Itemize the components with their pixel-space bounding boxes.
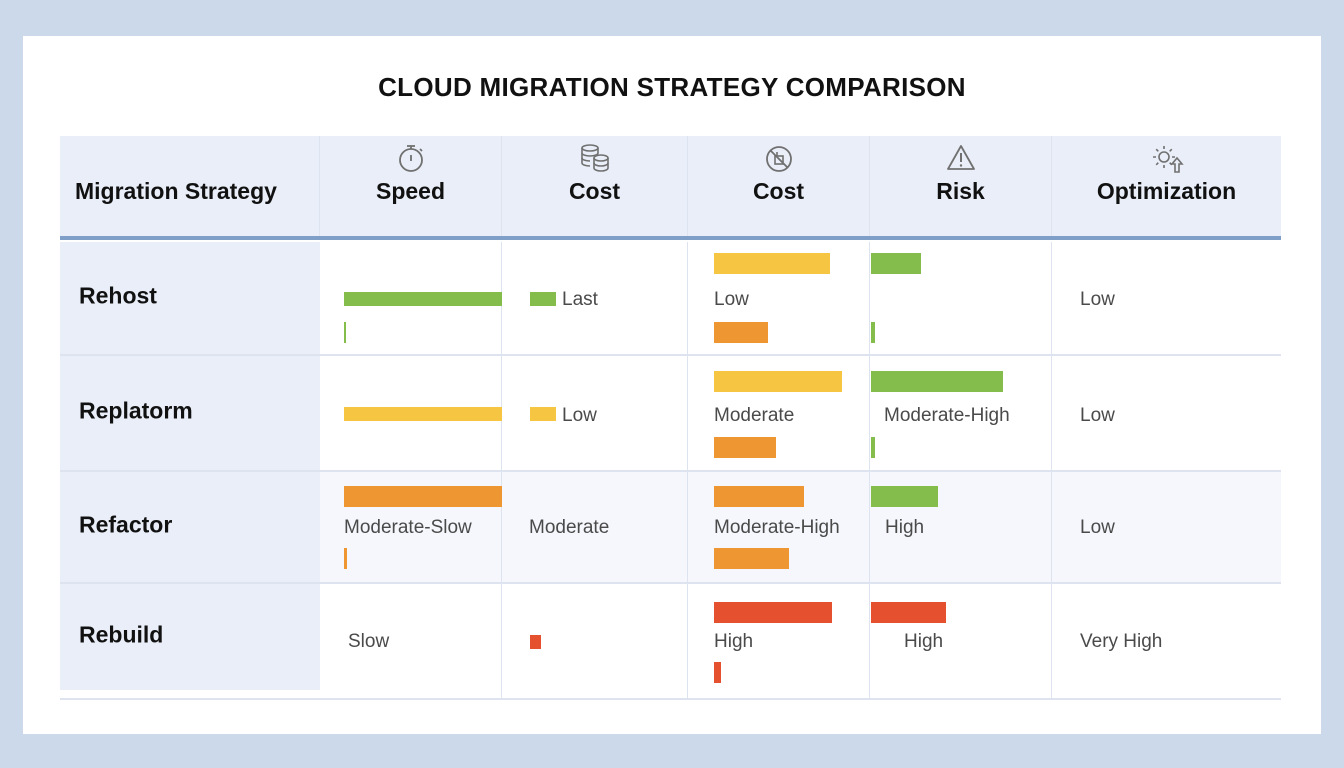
strategy-name: Rehost — [79, 282, 157, 309]
warning-icon — [946, 145, 975, 170]
table-header: Migration Strategy Speed — [60, 136, 1281, 236]
strategy-name-cell: Replatorm — [60, 356, 320, 470]
cost-cell: Last — [502, 242, 688, 354]
optimization-cell: Low — [1052, 242, 1281, 354]
strategy-name-cell: Rebuild — [60, 584, 320, 690]
risk-marker — [871, 437, 875, 458]
speed-marker — [344, 548, 347, 569]
table-row: Replatorm Low Moderate Moderate-High Low — [60, 356, 1281, 472]
header-label: Risk — [936, 178, 985, 204]
cost-secondary-cell: Moderate-High — [688, 472, 870, 582]
cost-bar — [530, 292, 556, 306]
cost-cell — [502, 584, 688, 698]
header-label: Cost — [568, 178, 621, 204]
cost-secondary-bar-lower — [714, 437, 776, 458]
cost-secondary-bar-lower — [714, 322, 768, 343]
cost-secondary-bar — [714, 602, 832, 623]
risk-value: High — [885, 517, 925, 538]
cost-secondary-value: Moderate — [714, 405, 795, 426]
speed-cell: Slow — [320, 584, 502, 698]
cost-secondary-cell: High — [688, 584, 870, 698]
risk-bar — [871, 371, 1003, 392]
cost-secondary-value: High — [714, 631, 754, 652]
table-row: Rehost Last Low Low — [60, 242, 1281, 356]
cost-secondary-bar — [714, 371, 842, 392]
header-label: Cost — [752, 178, 805, 204]
cost-cell: Moderate — [502, 472, 688, 582]
speed-bar — [344, 292, 502, 306]
header-speed: Speed — [320, 136, 502, 236]
risk-value: Moderate-High — [884, 405, 1010, 426]
cost-cell: Low — [502, 356, 688, 470]
cost-bar — [530, 407, 556, 421]
cost-value: Moderate — [529, 517, 610, 538]
risk-bar — [871, 486, 938, 507]
table-row: Rebuild Slow High High Very High — [60, 584, 1281, 700]
speed-cell — [320, 356, 502, 470]
risk-bar — [871, 253, 921, 274]
speed-cell: Moderate-Slow — [320, 472, 502, 582]
risk-cell: Moderate-High — [870, 356, 1052, 470]
coins-icon — [580, 144, 609, 172]
optimization-value: Low — [1080, 289, 1115, 310]
optimization-cell: Low — [1052, 472, 1281, 582]
cost-secondary-bar — [714, 253, 830, 274]
risk-value: High — [904, 631, 944, 652]
speed-bar — [344, 486, 502, 507]
cost-secondary-cell: Low — [688, 242, 870, 354]
strategy-name: Replatorm — [79, 397, 193, 424]
speed-bar — [344, 407, 502, 421]
cost-value: Low — [562, 405, 597, 426]
header-divider — [60, 236, 1281, 240]
cost-secondary-bar — [714, 486, 804, 507]
table-row: Refactor Moderate-Slow Moderate Moderate… — [60, 472, 1281, 584]
gear-up-icon — [1152, 146, 1184, 173]
optimization-value: Low — [1080, 517, 1115, 538]
optimization-cell: Very High — [1052, 584, 1281, 698]
speed-value: Slow — [348, 631, 390, 652]
cost-secondary-value: Moderate-High — [714, 517, 840, 538]
strategy-name: Rebuild — [79, 621, 164, 648]
strategy-name-cell: Rehost — [60, 242, 320, 354]
header-label: Speed — [375, 178, 446, 204]
cost-bar — [530, 635, 541, 649]
stopwatch-icon — [398, 145, 423, 172]
cost-secondary-marker — [714, 662, 721, 683]
cost-secondary-bar-lower — [714, 548, 789, 569]
header-optimization: Optimization — [1052, 136, 1281, 236]
cost-secondary-value: Low — [714, 289, 749, 310]
header-migration-strategy: Migration Strategy — [60, 136, 320, 236]
no-cost-icon — [765, 146, 792, 172]
risk-marker — [871, 322, 875, 343]
cost-value: Last — [562, 289, 598, 310]
risk-cell: High — [870, 584, 1052, 698]
strategy-name: Refactor — [79, 511, 173, 538]
header-cost: Cost — [502, 136, 688, 236]
optimization-cell: Low — [1052, 356, 1281, 470]
header-cost-secondary: Cost — [688, 136, 870, 236]
speed-value: Moderate-Slow — [344, 517, 472, 538]
optimization-value: Very High — [1080, 631, 1163, 652]
cost-secondary-cell: Moderate — [688, 356, 870, 470]
risk-bar — [871, 602, 946, 623]
optimization-value: Low — [1080, 405, 1115, 426]
speed-cell — [320, 242, 502, 354]
header-label: Migration Strategy — [75, 178, 277, 204]
risk-cell: High — [870, 472, 1052, 582]
strategy-name-cell: Refactor — [60, 472, 320, 582]
speed-marker — [344, 322, 346, 343]
risk-cell — [870, 242, 1052, 354]
header-risk: Risk — [870, 136, 1052, 236]
page-title: CLOUD MIGRATION STRATEGY COMPARISON — [378, 72, 966, 102]
header-label: Optimization — [1096, 178, 1237, 204]
